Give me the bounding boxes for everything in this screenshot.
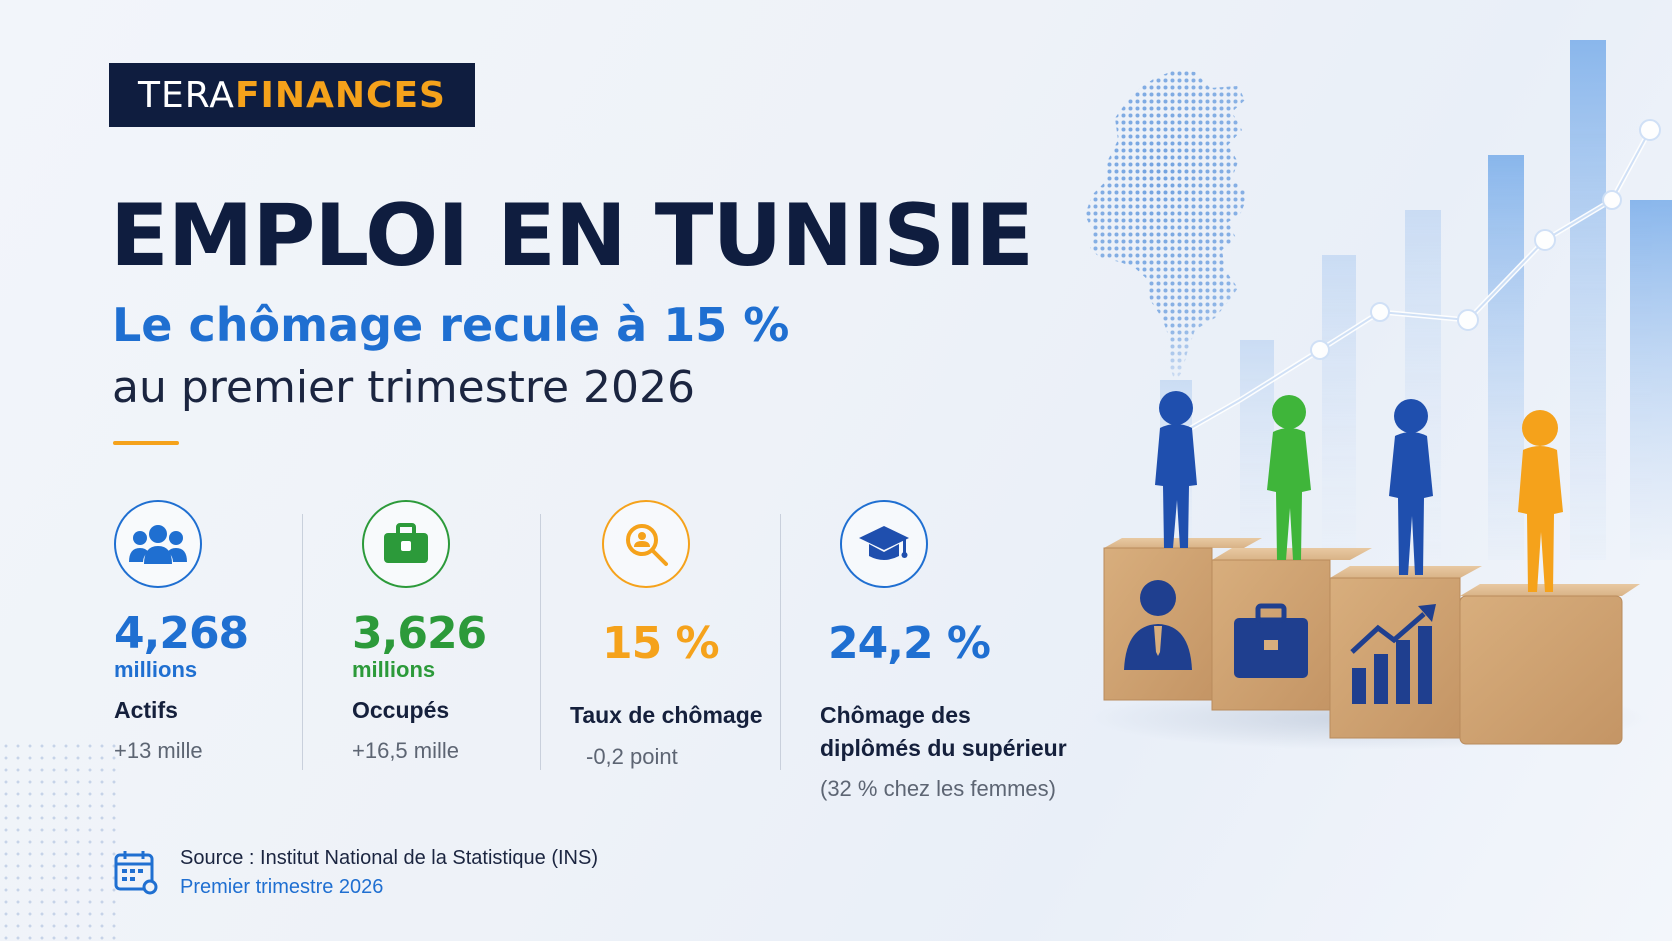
terafinances-logo: TERA FINANCES: [109, 63, 475, 127]
page-title: EMPLOI EN TUNISIE: [110, 186, 1034, 286]
stat-taux-chomage: [602, 500, 690, 588]
magnifier-person-icon: [602, 500, 690, 588]
stat-label: Occupés: [352, 697, 450, 723]
graduation-cap-icon: [840, 500, 928, 588]
logo-part-tera: TERA: [138, 74, 235, 116]
source-note: Source : Institut National de la Statist…: [114, 847, 598, 900]
briefcase-icon: [1234, 603, 1308, 678]
person-figure-green: [1267, 395, 1311, 560]
briefcase-icon: [362, 500, 450, 588]
people-group-icon: [114, 500, 202, 588]
stat-label: Actifs: [114, 697, 178, 723]
stat-value: 15 %: [602, 618, 720, 669]
stat-chomage-diplomes: [840, 500, 928, 588]
stat-delta: -0,2 point: [586, 744, 678, 769]
accent-divider: [113, 441, 179, 445]
block-growth: [1329, 566, 1482, 739]
logo-part-finances: FINANCES: [234, 74, 446, 116]
block-businessman: [1103, 538, 1262, 701]
stat-actifs: [114, 500, 202, 588]
growth-chart-icon: [1350, 604, 1436, 704]
trend-line: [1167, 119, 1661, 443]
stat-diplomes-value-wrap: 24,2 %: [828, 618, 991, 669]
stat-unit: millions: [352, 657, 436, 682]
stat-divider: [780, 514, 781, 770]
stat-unit: millions: [114, 657, 198, 682]
headline: Le chômage recule à 15 %: [112, 298, 790, 352]
stat-delta: +16,5 mille: [352, 738, 460, 763]
stat-diplomes-label-wrap: Chômage des diplômés du supérieur (32 % …: [820, 702, 1067, 802]
stat-value: 4,268: [114, 608, 249, 659]
calendar-icon: [114, 849, 158, 900]
wooden-blocks: [1103, 538, 1640, 745]
businessman-icon: [1124, 580, 1192, 670]
stat-occupes-text: 3,626 millions Occupés +16,5 mille: [352, 608, 487, 764]
tunisia-map-icon: [1085, 70, 1248, 382]
block-blank: [1459, 584, 1640, 745]
decorative-dots: [0, 740, 120, 940]
stat-value: 3,626: [352, 608, 487, 659]
stat-label-line1: Chômage des: [820, 702, 971, 728]
source-period: Premier trimestre 2026: [180, 876, 384, 898]
stat-occupes: [362, 500, 450, 588]
stat-label-line2: diplômés du supérieur: [820, 735, 1067, 761]
stat-taux-value-wrap: 15 %: [602, 618, 720, 669]
headline-period: au premier trimestre 2026: [112, 362, 696, 413]
stat-actifs-text: 4,268 millions Actifs +13 mille: [114, 608, 249, 764]
stat-divider: [540, 514, 541, 770]
stat-delta: (32 % chez les femmes): [820, 776, 1056, 801]
person-figures: [1155, 391, 1563, 592]
person-figure-orange: [1518, 410, 1563, 592]
stat-value: 24,2 %: [828, 618, 991, 669]
stat-delta: +13 mille: [114, 738, 203, 763]
person-figure-blue-1: [1155, 391, 1197, 548]
person-figure-blue-2: [1389, 399, 1433, 575]
source-line: Source : Institut National de la Statist…: [180, 847, 598, 869]
stat-divider: [302, 514, 303, 770]
stat-label: Taux de chômage: [570, 702, 763, 728]
block-briefcase: [1211, 548, 1372, 711]
